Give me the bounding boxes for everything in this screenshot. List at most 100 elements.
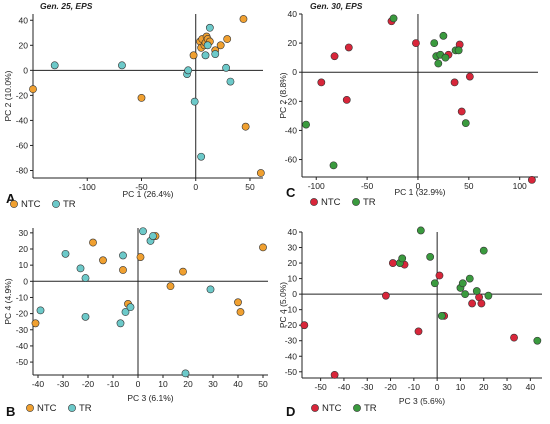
data-point <box>179 267 187 276</box>
data-point <box>189 51 198 60</box>
series-tr <box>36 227 215 378</box>
data-point <box>126 303 135 312</box>
data-point <box>510 333 518 342</box>
x-tick-label: -40 <box>32 379 45 389</box>
y-tick-label: -30 <box>16 325 29 335</box>
y-tick-label: -20 <box>16 309 29 319</box>
data-point <box>222 63 231 72</box>
y-tick-label: 40 <box>19 15 29 25</box>
data-point <box>256 169 265 177</box>
legend-label: NTC <box>37 403 57 414</box>
data-point <box>203 41 212 50</box>
data-point <box>206 285 215 294</box>
legend-marker <box>311 404 319 412</box>
x-tick-label: -50 <box>314 382 327 392</box>
data-point <box>259 243 267 252</box>
panel-title: Gen. 30, EPS <box>310 1 363 11</box>
data-point <box>29 85 37 94</box>
legend-label: NTC <box>321 197 341 208</box>
x-tick-label: -10 <box>107 379 120 389</box>
data-point <box>121 308 130 316</box>
data-point <box>36 306 45 315</box>
data-point <box>81 312 90 321</box>
y-tick-label: 20 <box>288 258 298 268</box>
data-point <box>479 246 488 255</box>
y-tick-label: -20 <box>285 320 298 330</box>
data-point <box>330 370 339 379</box>
panel-label: A <box>6 191 16 206</box>
data-point <box>389 14 398 23</box>
data-point <box>205 23 214 32</box>
x-tick-label: 0 <box>435 382 440 392</box>
y-tick-label: 0 <box>292 67 297 77</box>
data-point <box>317 78 326 87</box>
y-tick-label: -80 <box>16 165 29 175</box>
x-tick-label: 20 <box>183 379 193 389</box>
y-tick-label: 0 <box>292 289 297 299</box>
panel-title: Gen. 25, EPS <box>40 1 93 11</box>
data-point <box>300 321 309 330</box>
series-ntc <box>31 232 267 328</box>
data-point <box>461 290 470 299</box>
data-point <box>388 259 397 267</box>
series-tr <box>395 226 542 345</box>
data-point <box>330 52 339 61</box>
data-point <box>50 61 59 70</box>
y-tick-label: -20 <box>285 96 298 106</box>
legend-marker <box>52 200 60 208</box>
y-tick-label: -10 <box>285 305 298 315</box>
x-tick-label: 50 <box>245 182 255 192</box>
y-tick-label: -20 <box>16 90 29 100</box>
data-point <box>216 41 225 50</box>
data-point <box>465 72 474 81</box>
data-point <box>119 251 127 260</box>
x-tick-label: 10 <box>456 382 466 392</box>
data-point <box>458 279 467 288</box>
legend-label: TR <box>363 197 376 208</box>
data-point <box>398 254 407 263</box>
data-point <box>181 369 190 378</box>
data-point <box>412 39 420 48</box>
data-point <box>329 161 338 170</box>
data-point <box>457 107 466 116</box>
data-point <box>76 264 85 273</box>
x-tick-label: -30 <box>361 382 374 392</box>
data-point <box>223 35 232 43</box>
y-tick-label: 40 <box>288 9 298 19</box>
x-axis-label: PC 3 (6.1%) <box>127 393 173 403</box>
data-point <box>468 299 476 308</box>
x-tick-label: 30 <box>208 379 218 389</box>
data-point <box>236 308 245 316</box>
x-tick-label: 100 <box>513 181 527 191</box>
y-axis-label: PC 2 (8.8%) <box>278 72 288 118</box>
legend-label: NTC <box>21 199 41 210</box>
x-tick-label: -100 <box>308 181 325 191</box>
x-tick-label: -20 <box>82 379 95 389</box>
x-tick-label: 40 <box>526 382 536 392</box>
legend-marker <box>26 404 34 412</box>
y-tick-label: -40 <box>285 351 298 361</box>
data-point <box>302 120 310 129</box>
series-ntc <box>29 15 265 177</box>
legend-label: TR <box>364 403 377 414</box>
data-point <box>89 238 97 247</box>
data-point <box>81 274 90 282</box>
data-point <box>197 152 206 161</box>
y-tick-label: 40 <box>288 227 298 237</box>
y-axis-label: PC 4 (4.9%) <box>3 278 13 324</box>
x-tick-label: -30 <box>57 379 70 389</box>
legend-marker <box>10 200 18 208</box>
data-point <box>116 319 125 328</box>
data-point <box>437 311 446 320</box>
y-tick-label: 10 <box>19 260 29 270</box>
data-point <box>184 66 193 75</box>
legend-marker <box>68 404 76 412</box>
data-point <box>484 291 493 300</box>
panel-label: B <box>6 404 15 419</box>
data-point <box>226 77 235 86</box>
legend-marker <box>310 198 318 206</box>
y-tick-label: -60 <box>16 140 29 150</box>
y-tick-label: 20 <box>19 244 29 254</box>
x-tick-label: -50 <box>361 181 374 191</box>
